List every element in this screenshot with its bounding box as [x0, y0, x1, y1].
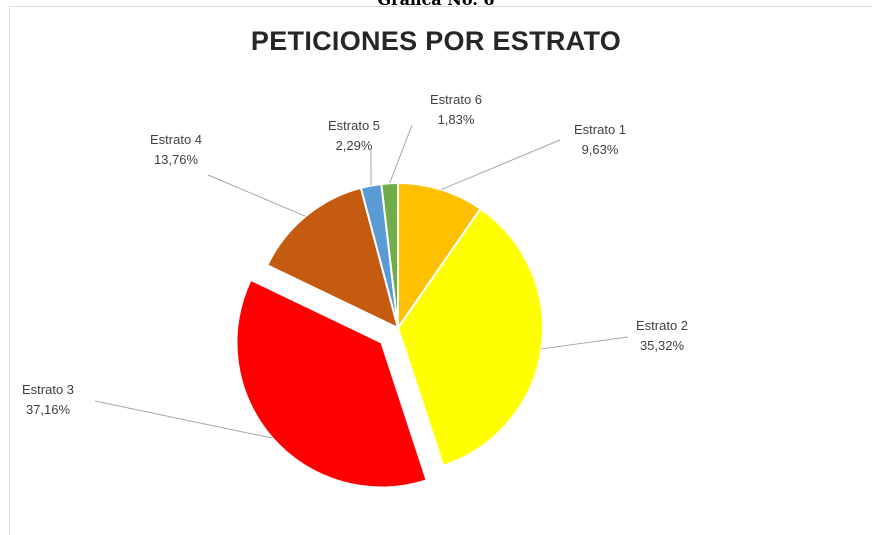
leader-line [207, 174, 306, 217]
leader-line [94, 400, 273, 439]
pie-slice-estrato-1 [397, 181, 482, 332]
slice-value-label: 9,63% [582, 142, 619, 157]
pie-slice-estrato-6 [380, 181, 399, 329]
figure-caption: Gráfica No. 6 [0, 0, 872, 9]
slice-category-label: Estrato 4 [150, 132, 202, 147]
slice-value-label: 35,32% [640, 338, 685, 353]
slice-category-label: Estrato 2 [636, 318, 688, 333]
slice-category-label: Estrato 1 [574, 122, 626, 137]
pie-slice-estrato-4 [265, 186, 400, 330]
slice-category-label: Estrato 3 [22, 382, 74, 397]
frame-top-border [9, 6, 872, 7]
pie-slice-estrato-2 [396, 207, 544, 468]
slice-category-label: Estrato 5 [328, 118, 380, 133]
leader-line [389, 124, 413, 184]
frame-left-border [9, 6, 10, 535]
slice-category-label: Estrato 6 [430, 92, 482, 107]
slice-value-label: 13,76% [154, 152, 199, 167]
chart-title: PETICIONES POR ESTRATO [250, 26, 622, 56]
slice-value-label: 1,83% [438, 112, 475, 127]
slice-value-label: 37,16% [26, 402, 71, 417]
leader-line [541, 336, 629, 350]
slice-value-label: 2,29% [336, 138, 373, 153]
leader-line [441, 139, 561, 191]
